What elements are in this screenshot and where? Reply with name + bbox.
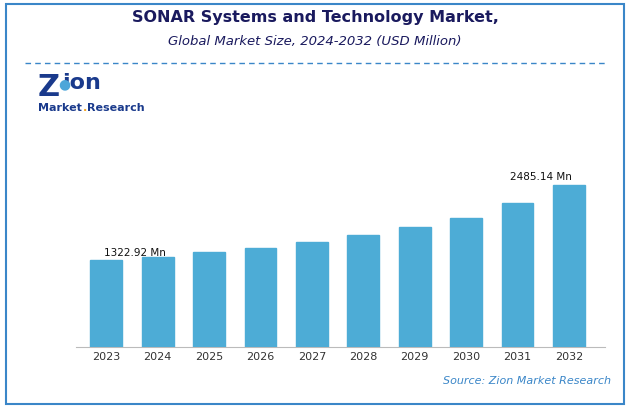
Text: CAGR : 8.20%: CAGR : 8.20% [55, 378, 156, 391]
Bar [347, 235, 379, 347]
Text: Z: Z [38, 73, 60, 102]
Bar [142, 257, 174, 347]
Text: ●: ● [58, 78, 70, 91]
Text: 1322.92 Mn: 1322.92 Mn [104, 248, 166, 257]
Text: Global Market Size, 2024-2032 (USD Million): Global Market Size, 2024-2032 (USD Milli… [168, 35, 462, 48]
Bar [399, 227, 431, 347]
Text: SONAR Systems and Technology Market,: SONAR Systems and Technology Market, [132, 10, 498, 25]
Bar [244, 248, 277, 347]
Bar [450, 217, 482, 347]
Bar [296, 242, 328, 347]
Text: 2485.14 Mn: 2485.14 Mn [510, 172, 571, 182]
Text: Source: Zion Market Research: Source: Zion Market Research [443, 375, 611, 386]
Text: Market: Market [38, 103, 82, 113]
Text: Research: Research [87, 103, 144, 113]
Bar [553, 184, 585, 347]
Text: ion: ion [62, 73, 101, 93]
Bar [501, 202, 534, 347]
Bar [91, 260, 122, 347]
Bar [193, 253, 225, 347]
Text: .: . [83, 103, 88, 113]
